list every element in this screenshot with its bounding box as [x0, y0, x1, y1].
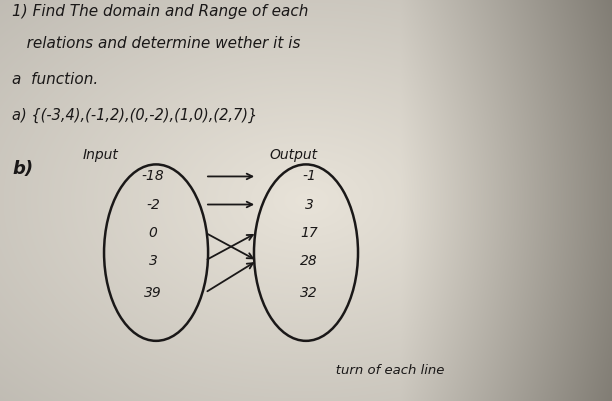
Text: a  function.: a function. — [12, 72, 99, 87]
Text: -2: -2 — [146, 198, 160, 211]
Text: 28: 28 — [300, 254, 318, 267]
Text: -1: -1 — [302, 170, 316, 183]
Text: Input: Input — [83, 148, 119, 162]
Text: Output: Output — [269, 148, 318, 162]
Text: 0: 0 — [149, 226, 157, 239]
Text: a) {(-3,4),(-1,2),(0,-2),(1,0),(2,7)}: a) {(-3,4),(-1,2),(0,-2),(1,0),(2,7)} — [12, 108, 258, 124]
Text: 3: 3 — [305, 198, 313, 211]
Text: turn of each line: turn of each line — [306, 364, 444, 377]
Text: 17: 17 — [300, 226, 318, 239]
Text: 1) Find The domain and Range of each: 1) Find The domain and Range of each — [12, 4, 308, 19]
Text: -18: -18 — [141, 170, 165, 183]
Text: relations and determine wether it is: relations and determine wether it is — [12, 36, 300, 51]
Text: 3: 3 — [149, 254, 157, 267]
Text: 32: 32 — [300, 286, 318, 300]
Text: b): b) — [12, 160, 34, 178]
Text: 39: 39 — [144, 286, 162, 300]
